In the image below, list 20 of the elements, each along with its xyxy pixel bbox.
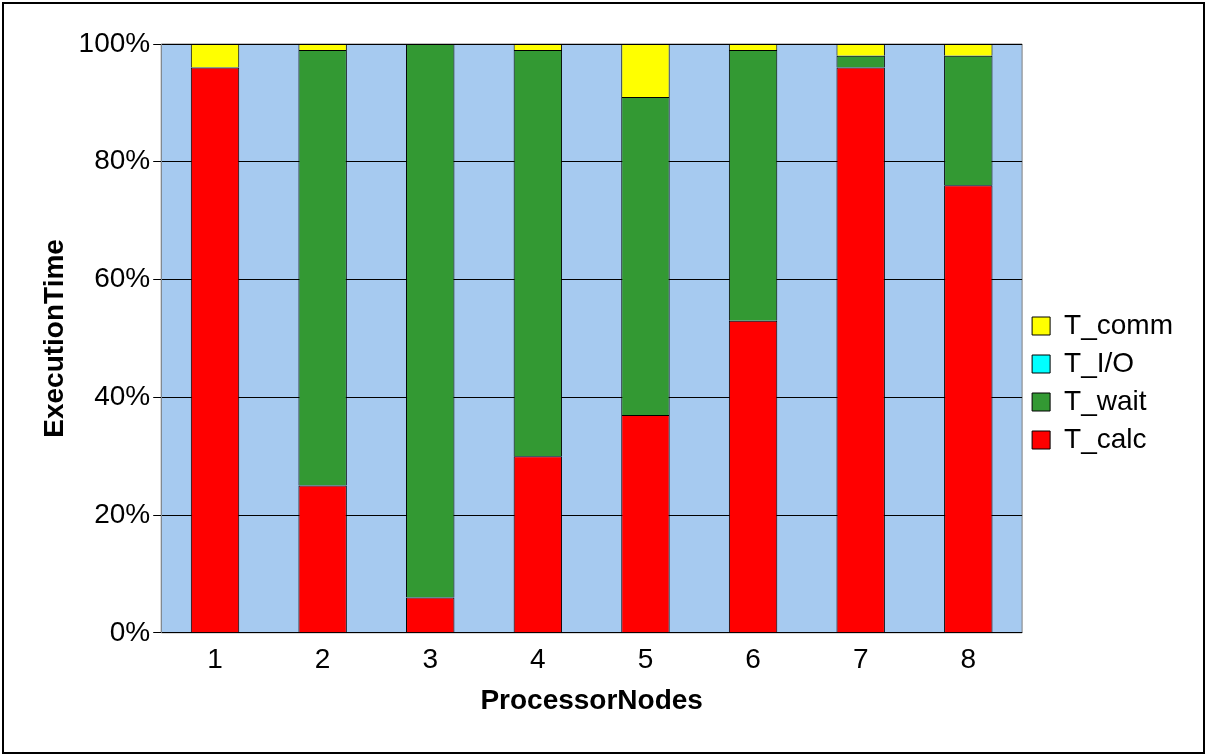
y-tick-label: 80%: [94, 144, 151, 176]
x-tick-label: 8: [960, 643, 977, 675]
x-tick-label: 5: [637, 643, 654, 675]
y-axis-title: ExecutionTime: [37, 239, 69, 438]
x-tick-label: 2: [314, 643, 331, 675]
x-axis-title: ProcessorNodes: [480, 683, 703, 715]
legend-label: T_wait: [1064, 384, 1147, 416]
x-tick-label: 1: [207, 643, 223, 675]
y-tick-label: 100%: [78, 26, 151, 58]
y-tick-label: 20%: [94, 497, 151, 529]
legend-label: T_I/O: [1064, 346, 1135, 378]
y-tick-label: 60%: [94, 262, 151, 294]
x-tick-label: 6: [745, 643, 761, 675]
legend-label: T_calc: [1064, 422, 1147, 454]
x-tick-label: 7: [852, 643, 869, 675]
y-tick-label: 40%: [94, 380, 151, 411]
legend-label: T_comm: [1064, 308, 1174, 340]
x-tick-label: 4: [530, 643, 546, 675]
y-tick-label: 0%: [109, 615, 151, 647]
x-tick-label: 3: [422, 643, 439, 675]
